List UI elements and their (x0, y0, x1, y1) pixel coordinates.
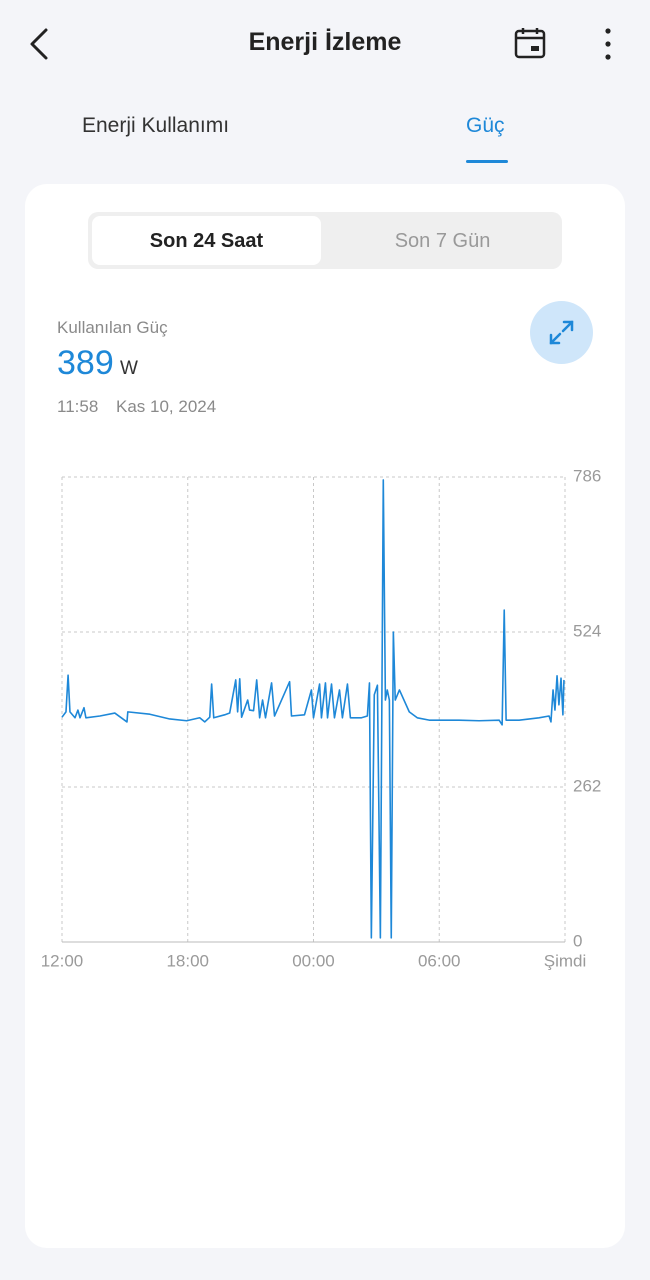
x-tick-label: 18:00 (166, 951, 209, 970)
reading-value: 389 (57, 344, 114, 382)
more-button[interactable] (596, 26, 620, 62)
reading-unit: W (120, 358, 138, 379)
tab-indicator (466, 160, 508, 163)
x-tick-label: Şimdi (544, 951, 587, 970)
calendar-button[interactable] (512, 26, 548, 62)
more-icon (605, 28, 611, 60)
tab-active[interactable]: Güç (466, 114, 505, 137)
y-tick-label: 786 (573, 466, 601, 485)
reading-label: Kullanılan Güç (57, 318, 168, 337)
reading-date: Kas 10, 2024 (116, 397, 217, 416)
y-tick-label: 524 (573, 621, 601, 640)
range-option[interactable]: Son 7 Gün (394, 230, 491, 252)
expand-icon (549, 320, 574, 345)
range-option-active[interactable]: Son 24 Saat (149, 230, 264, 252)
tab[interactable]: Enerji Kullanımı (82, 114, 230, 137)
back-button[interactable] (22, 26, 58, 62)
y-tick-label: 262 (573, 776, 601, 795)
x-tick-label: 00:00 (292, 951, 335, 970)
reading-time: 11:58 (57, 397, 99, 416)
back-icon (30, 28, 48, 60)
x-tick-label: 12:00 (41, 951, 84, 970)
expand-button[interactable] (530, 301, 593, 364)
power-line (61, 479, 565, 939)
x-tick-label: 06:00 (418, 951, 461, 970)
card (25, 184, 625, 1248)
calendar-icon (514, 28, 546, 59)
range-selected-bg (92, 216, 321, 265)
y-tick-label: 0 (573, 931, 582, 950)
power-chart: 0 262 524 786 12:00 18:00 00:00 06:00 Şimdi (41, 466, 602, 970)
page-title: Enerji İzleme (248, 28, 402, 56)
